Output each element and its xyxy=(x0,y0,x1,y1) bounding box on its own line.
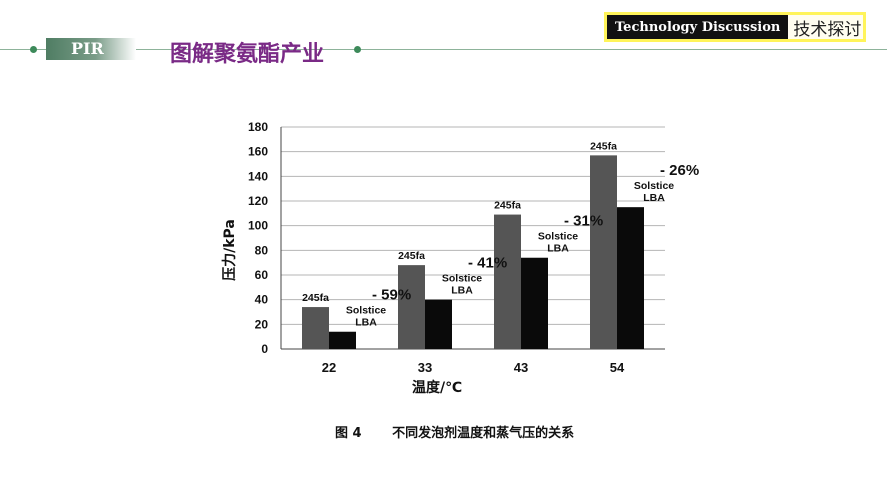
x-tick-label: 33 xyxy=(418,360,432,375)
y-tick-label: 100 xyxy=(248,219,268,233)
x-tick-label: 22 xyxy=(322,360,336,375)
figure-caption-text: 不同发泡剂温度和蒸气压的关系 xyxy=(392,426,575,441)
bar-245fa xyxy=(398,265,425,349)
y-tick-label: 0 xyxy=(261,342,268,356)
x-tick-label: 54 xyxy=(610,360,625,375)
bar-245fa xyxy=(302,307,329,349)
series-label-solstice-lba: Solstice LBA xyxy=(634,180,674,204)
y-tick-label: 180 xyxy=(248,120,268,134)
y-tick-label: 80 xyxy=(255,243,269,257)
bar-solstice-lba xyxy=(425,299,452,349)
bar-245fa xyxy=(494,214,521,349)
x-tick-label: 43 xyxy=(514,360,528,375)
series-label-245fa: 245fa xyxy=(494,200,521,212)
y-tick-label: 60 xyxy=(255,268,269,282)
series-label-solstice-lba: Solstice LBA xyxy=(442,273,482,297)
header-dot-right xyxy=(354,46,361,53)
y-tick-label: 120 xyxy=(248,194,268,208)
y-tick-label: 40 xyxy=(255,293,269,307)
bar-solstice-lba xyxy=(617,207,644,349)
percent-annotation: - 31% xyxy=(564,213,603,230)
series-label-245fa: 245fa xyxy=(590,140,617,152)
percent-annotation: - 26% xyxy=(660,162,699,179)
section-badge-en: Technology Discussion xyxy=(607,15,789,39)
percent-annotation: - 59% xyxy=(372,287,411,304)
header-dot-left xyxy=(30,46,37,53)
series-label-solstice-lba: Solstice LBA xyxy=(538,231,578,255)
section-badge-cn: 技术探讨 xyxy=(793,19,862,40)
series-label-245fa: 245fa xyxy=(302,292,329,304)
series-label-solstice-lba: Solstice LBA xyxy=(346,305,386,329)
bar-solstice-lba xyxy=(521,257,548,349)
y-axis-title: 压力/kPa xyxy=(221,219,238,281)
page-title: 图解聚氨酯产业 xyxy=(170,42,325,67)
series-label-245fa: 245fa xyxy=(398,250,425,262)
y-tick-label: 140 xyxy=(248,169,268,183)
y-tick-label: 20 xyxy=(255,317,269,331)
x-axis-title: 温度/℃ xyxy=(412,379,462,396)
pir-tab: PIR xyxy=(46,38,136,60)
section-badge: Technology Discussion 技术探讨 xyxy=(604,12,866,42)
figure-caption: 图 4 不同发泡剂温度和蒸气压的关系 xyxy=(335,422,574,441)
figure-number: 图 4 xyxy=(335,426,362,441)
bar-solstice-lba xyxy=(329,331,356,349)
header-rule xyxy=(0,49,887,50)
y-tick-label: 160 xyxy=(248,145,268,159)
percent-annotation: - 41% xyxy=(468,255,507,272)
bar-245fa xyxy=(590,155,617,349)
